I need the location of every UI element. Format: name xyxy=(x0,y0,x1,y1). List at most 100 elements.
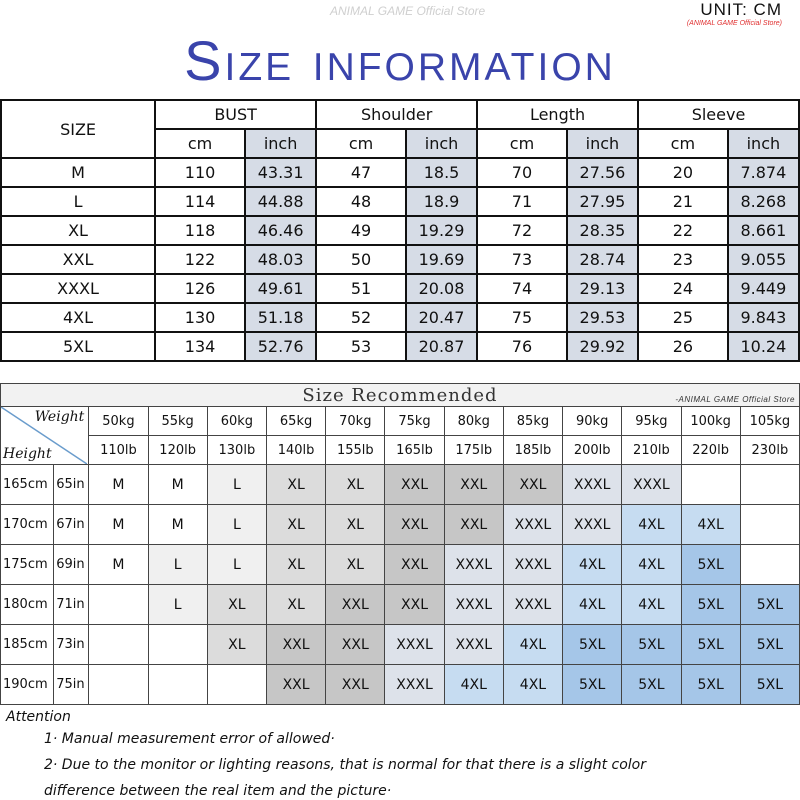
size-row: L 114 44.88 48 18.9 71 27.95 21 8.268 xyxy=(0,186,800,217)
recommended-size-cell xyxy=(147,664,208,705)
measure-cell: 51.18 xyxy=(244,302,318,333)
weight-lb-header: 140lb xyxy=(265,435,327,465)
recommended-size-cell: M xyxy=(88,504,149,545)
measure-cell: 28.35 xyxy=(565,215,640,246)
recommended-size-cell: XXXL xyxy=(384,664,445,705)
recommended-size-cell: XXL xyxy=(265,624,327,665)
measure-cell: 28.74 xyxy=(565,244,640,275)
recommended-size-cell: XXXL xyxy=(562,464,623,505)
recommend-title-cell: Size Recommended -ANIMAL GAME Official S… xyxy=(0,383,800,407)
size-name: XXXL xyxy=(0,273,157,304)
recommended-size-cell: 4XL xyxy=(502,624,564,665)
weight-kg-header: 90kg xyxy=(562,406,623,436)
recommended-size-cell: XL xyxy=(206,624,267,665)
recommended-size-cell xyxy=(206,664,267,705)
weight-lb-header: 230lb xyxy=(739,435,800,465)
recommended-size-cell: 5XL xyxy=(621,664,682,705)
attention-note-2: 2· Due to the monitor or lighting reason… xyxy=(44,757,647,773)
weight-lb-header: 175lb xyxy=(443,435,504,465)
recommended-size-cell xyxy=(739,504,800,545)
weight-label: Weight xyxy=(34,409,85,425)
height-label: Height xyxy=(3,446,52,462)
recommended-size-cell: 5XL xyxy=(680,624,741,665)
measure-cell: 7.874 xyxy=(726,157,800,188)
unit-header-inch: inch xyxy=(244,128,318,159)
recommended-size-cell: XXXL xyxy=(502,584,564,625)
unit-header-inch: inch xyxy=(404,128,479,159)
measure-cell: 20 xyxy=(637,157,729,188)
size-name: XL xyxy=(0,215,157,246)
height-cm: 180cm xyxy=(0,584,55,625)
measure-cell: 22 xyxy=(637,215,729,246)
attention-note-1: 1· Manual measurement error of allowed· xyxy=(44,731,335,747)
weight-kg-header: 105kg xyxy=(739,406,800,436)
height-cm: 190cm xyxy=(0,664,55,705)
recommended-size-cell: XL xyxy=(206,584,267,625)
recommended-size-cell xyxy=(88,664,149,705)
unit-label-block: UNIT: CM (ANIMAL GAME Official Store) xyxy=(687,0,782,28)
group-header-bust: BUST xyxy=(154,99,318,130)
height-in: 71in xyxy=(53,584,90,625)
recommended-size-cell: 5XL xyxy=(680,544,741,585)
height-in: 67in xyxy=(53,504,90,545)
group-header-sleeve: Sleeve xyxy=(637,99,800,130)
height-cm: 185cm xyxy=(0,624,55,665)
measure-cell: 73 xyxy=(476,244,568,275)
weight-lb-header: 210lb xyxy=(621,435,682,465)
attention-note-2-cont: difference between the real item and the… xyxy=(44,783,392,799)
recommended-size-cell: XXL xyxy=(265,664,327,705)
measure-cell: 52 xyxy=(315,302,407,333)
measure-cell: 26 xyxy=(637,331,729,362)
attention-title: Attention xyxy=(6,709,71,725)
measure-cell: 19.29 xyxy=(404,215,479,246)
measure-cell: 29.92 xyxy=(565,331,640,362)
measure-cell: 48 xyxy=(315,186,407,217)
measure-cell: 24 xyxy=(637,273,729,304)
height-row: 180cm 71in L XL XL XXL XXL XXXL XXXL 4XL 4XL 5XL 5XL xyxy=(0,584,800,625)
weight-height-corner: Weight Height xyxy=(0,406,90,465)
weight-kg-header: 75kg xyxy=(384,406,445,436)
weight-lb-header: 110lb xyxy=(88,435,149,465)
recommended-size-cell: M xyxy=(147,464,208,505)
size-name: 5XL xyxy=(0,331,157,362)
measure-cell: 43.31 xyxy=(244,157,318,188)
measure-cell: 114 xyxy=(154,186,247,217)
recommended-size-cell: XXXL xyxy=(621,464,682,505)
weight-lb-header: 165lb xyxy=(384,435,445,465)
size-row: M 110 43.31 47 18.5 70 27.56 20 7.874 xyxy=(0,157,800,188)
measure-cell: 9.449 xyxy=(726,273,800,304)
measure-cell: 9.843 xyxy=(726,302,800,333)
weight-lb-header: 120lb xyxy=(147,435,208,465)
unit-header-cm: cm xyxy=(315,128,407,159)
recommended-size-cell: XXL xyxy=(384,584,445,625)
recommended-size-cell: L xyxy=(206,464,267,505)
unit-label: UNIT: CM xyxy=(700,0,782,19)
group-header-length: Length xyxy=(476,99,639,130)
size-name: L xyxy=(0,186,157,217)
measure-cell: 130 xyxy=(154,302,247,333)
recommended-size-cell: XXL xyxy=(325,624,386,665)
size-row: 4XL 130 51.18 52 20.47 75 29.53 25 9.843 xyxy=(0,302,800,333)
recommended-size-cell xyxy=(680,464,741,505)
measure-cell: 51 xyxy=(315,273,407,304)
size-row: 5XL 134 52.76 53 20.87 76 29.92 26 10.24 xyxy=(0,331,800,362)
weight-lb-header: 220lb xyxy=(680,435,741,465)
corner-diagonal xyxy=(1,407,87,464)
measure-cell: 52.76 xyxy=(244,331,318,362)
recommended-size-cell xyxy=(88,624,149,665)
recommended-size-cell: L xyxy=(206,544,267,585)
recommended-size-cell xyxy=(739,464,800,505)
weight-kg-header: 95kg xyxy=(621,406,682,436)
measure-cell: 118 xyxy=(154,215,247,246)
recommended-size-cell xyxy=(739,544,800,585)
recommended-size-cell: 4XL xyxy=(621,584,682,625)
watermark: ANIMAL GAME Official Store xyxy=(330,4,486,18)
height-row: 170cm 67in M M L XL XL XXL XXL XXXL XXXL 4XL 4XL xyxy=(0,504,800,545)
recommended-size-cell: XXXL xyxy=(384,624,445,665)
recommended-size-cell: XXL xyxy=(384,464,445,505)
recommended-size-cell: 4XL xyxy=(562,544,623,585)
recommended-size-cell: XXL xyxy=(443,464,504,505)
measure-cell: 29.13 xyxy=(565,273,640,304)
measure-cell: 134 xyxy=(154,331,247,362)
recommended-size-cell: XXL xyxy=(384,544,445,585)
